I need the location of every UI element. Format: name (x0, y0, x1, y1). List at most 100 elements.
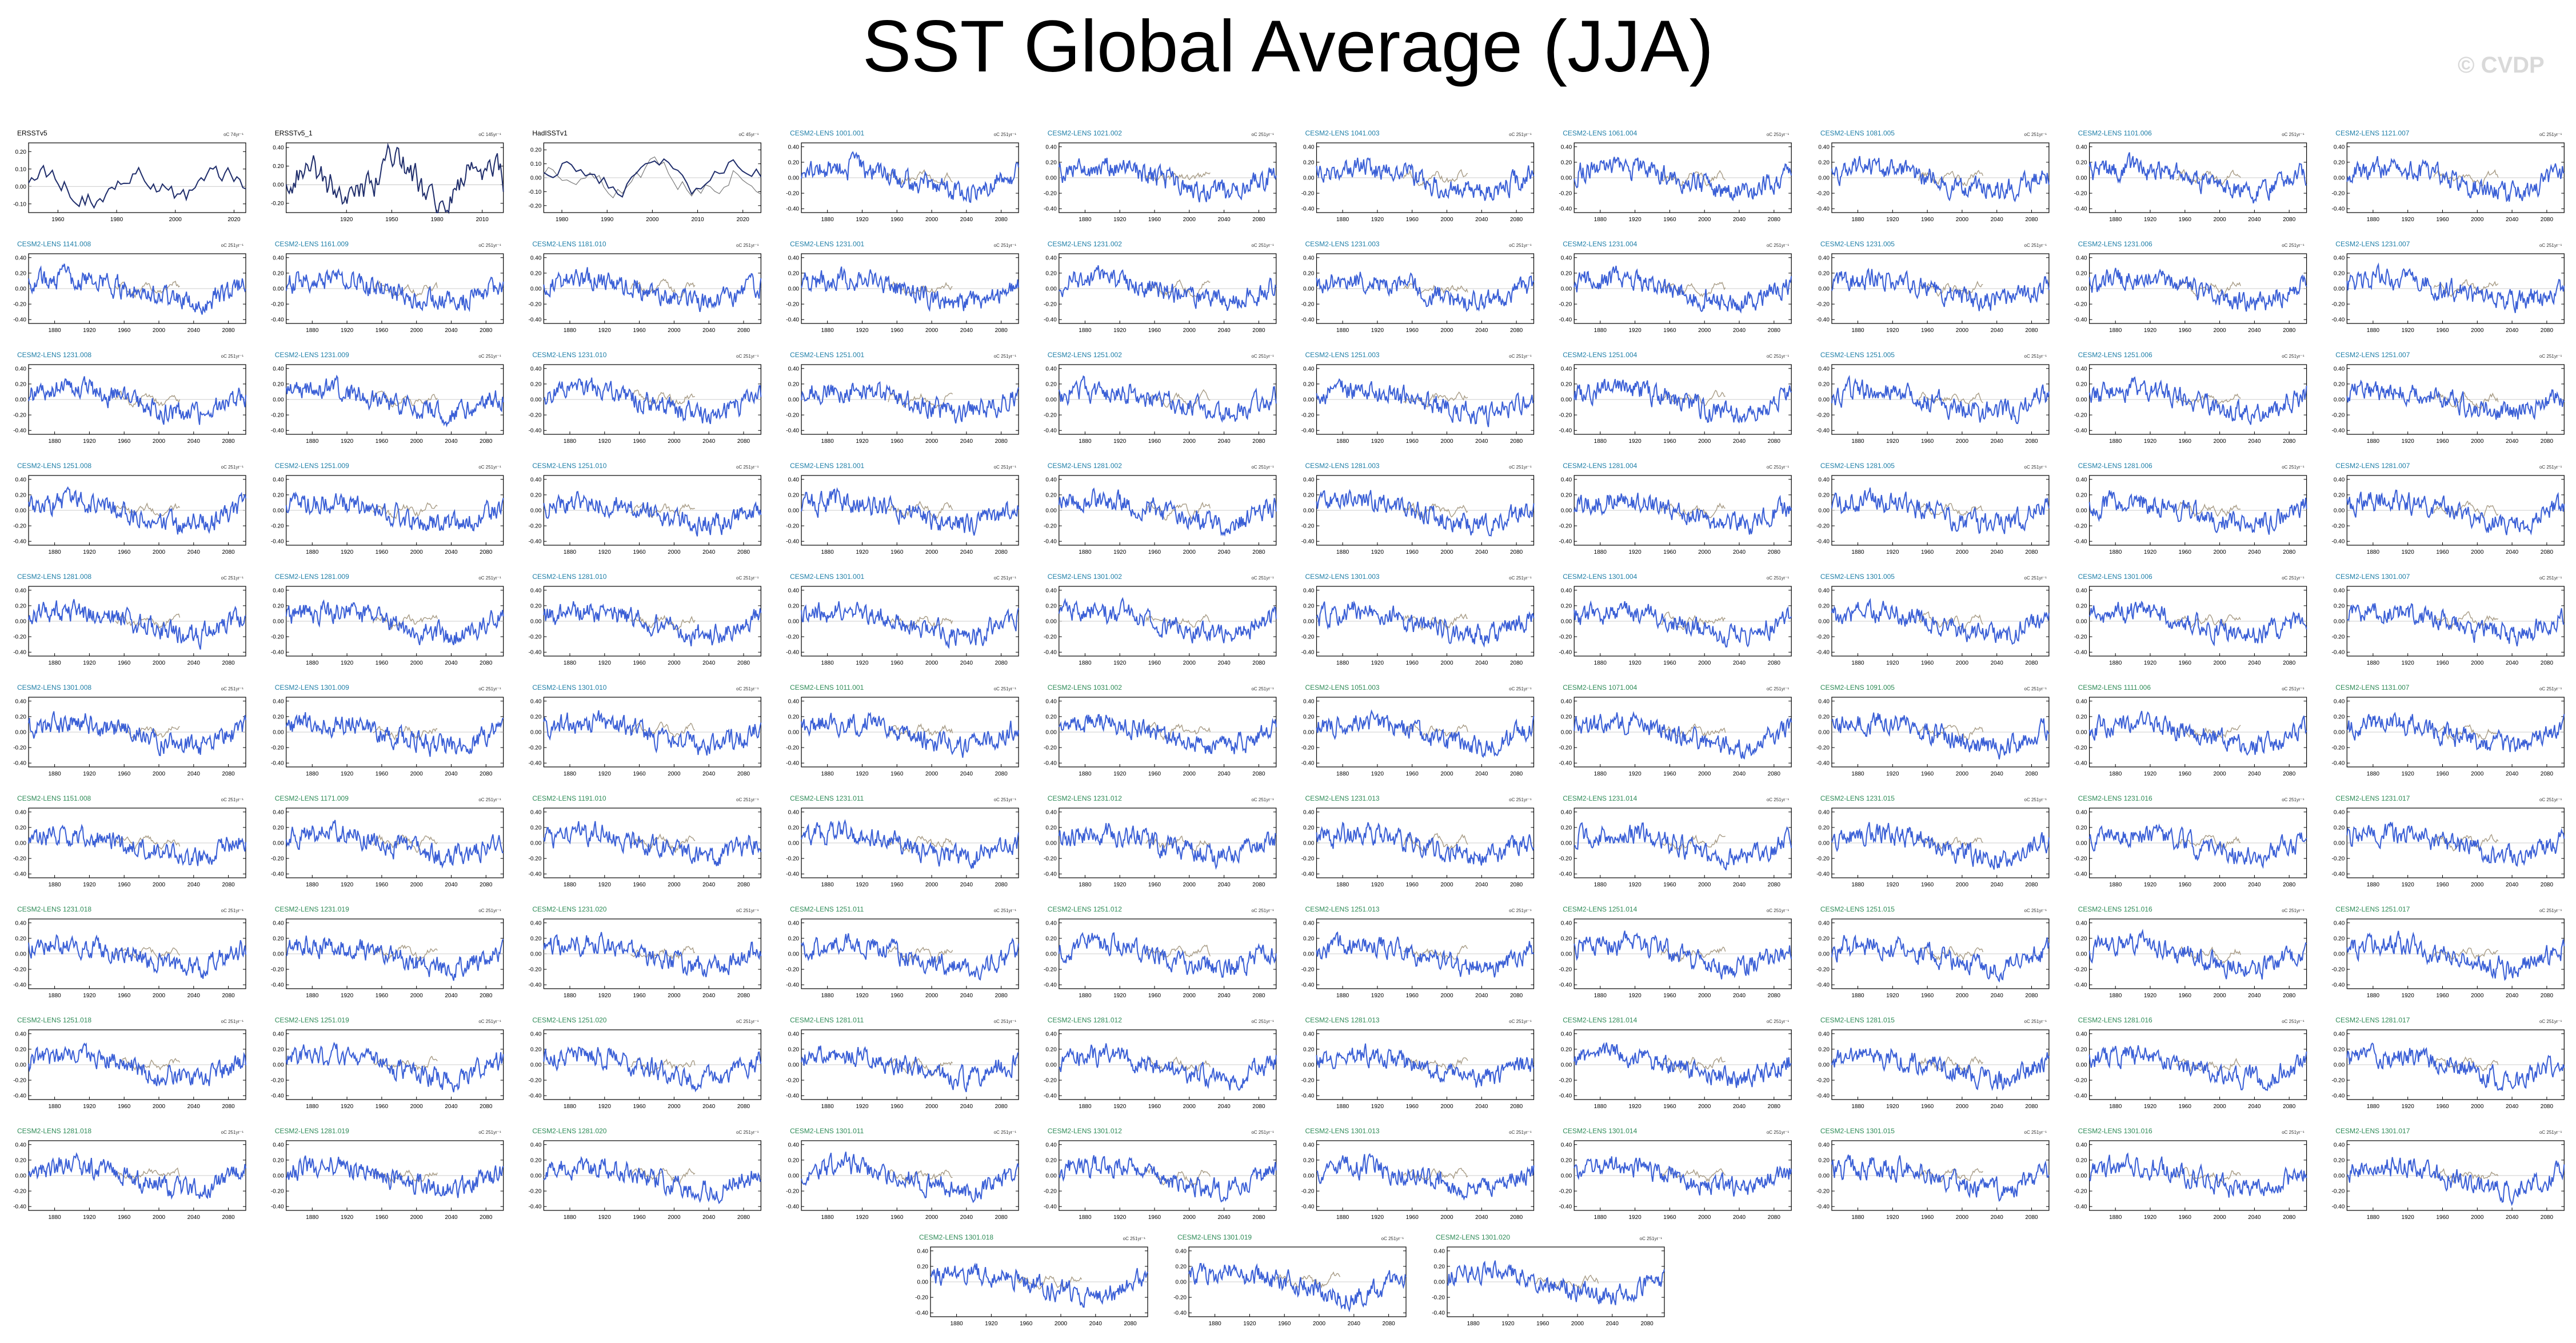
series-line (2088, 152, 2307, 203)
x-tick-label: 1880 (1079, 882, 1092, 888)
series-line (543, 267, 762, 312)
y-tick-label: -0.40 (915, 1310, 928, 1317)
y-tick-label: -0.40 (1559, 317, 1572, 323)
y-tick-label: 0.00 (2334, 286, 2345, 293)
panel-title: CESM2-LENS 1231.007 (2335, 240, 2410, 248)
x-tick-label: 1960 (1148, 438, 1161, 445)
y-tick-label: -0.40 (2332, 1093, 2345, 1100)
y-tick-label: 0.40 (1303, 587, 1315, 594)
x-tick-label: 1880 (2367, 327, 2380, 334)
panel-title: CESM2-LENS 1231.019 (275, 905, 349, 913)
obs-overlay-line (888, 1169, 953, 1185)
panel-units: oC 251yr⁻¹ (1767, 797, 1790, 802)
x-tick-label: 1920 (1628, 660, 1642, 666)
panel-units: oC 251yr⁻¹ (1509, 465, 1532, 470)
chart-panel: CESM2-LENS 1301.020 oC 251yr⁻¹0.400.200.0… (1432, 1233, 1665, 1327)
y-tick-label: 0.40 (1818, 920, 1830, 926)
chart-panel: CESM2-LENS 1251.014 oC 251yr⁻¹0.400.200.0… (1559, 905, 1792, 999)
x-tick-label: 1960 (1406, 1214, 1419, 1221)
x-tick-label: 1880 (2367, 1104, 2380, 1110)
x-tick-label: 1920 (856, 771, 869, 777)
y-tick-label: -0.40 (529, 761, 542, 767)
y-tick-label: 0.40 (1303, 809, 1315, 816)
x-tick-label: 1920 (1628, 217, 1642, 223)
x-tick-label: 2080 (222, 438, 235, 445)
panel-units: oC 251yr⁻¹ (1509, 354, 1532, 359)
chart-panel: CESM2-LENS 1231.010 oC 251yr⁻¹0.400.200.0… (529, 351, 762, 445)
x-tick-label: 2080 (1252, 217, 1265, 223)
panel-units: oC 251yr⁻¹ (994, 1130, 1017, 1135)
x-tick-label: 2000 (2213, 771, 2226, 777)
x-tick-label: 1880 (2367, 438, 2380, 445)
chart-panel: CESM2-LENS 1281.013 oC 251yr⁻¹0.400.200.0… (1301, 1016, 1535, 1110)
y-tick-label: 0.20 (788, 381, 800, 387)
y-tick-label: 0.20 (1045, 714, 1057, 720)
y-tick-label: -0.40 (271, 761, 284, 767)
x-tick-label: 1880 (821, 217, 834, 223)
panel-units: oC 251yr⁻¹ (736, 1019, 759, 1024)
x-tick-label: 1920 (2402, 882, 2415, 888)
x-tick-label: 1880 (821, 1214, 834, 1221)
y-tick-label: -0.40 (1559, 1093, 1572, 1100)
y-tick-label: 0.00 (1818, 1062, 1830, 1069)
panel-units: oC 74yr⁻¹ (223, 132, 243, 137)
x-tick-label: 1920 (83, 549, 96, 555)
y-tick-label: -0.20 (786, 302, 799, 308)
chart-panel: CESM2-LENS 1251.005 oC 251yr⁻¹0.400.200.0… (1816, 351, 2050, 445)
y-tick-label: 0.20 (1561, 714, 1572, 720)
x-tick-label: 2040 (1733, 438, 1746, 445)
chart-panel: CESM2-LENS 1051.003 oC 251yr⁻¹0.400.200.0… (1301, 684, 1535, 777)
x-tick-label: 2040 (702, 771, 716, 777)
series-line (1831, 1154, 2050, 1202)
y-tick-label: 0.40 (1818, 144, 1830, 150)
obs-overlay-line (115, 835, 181, 850)
x-tick-label: 2000 (153, 1104, 166, 1110)
y-tick-label: -0.40 (1559, 539, 1572, 545)
x-tick-label: 2080 (737, 771, 750, 777)
y-tick-label: -0.40 (1816, 1093, 1830, 1100)
x-tick-label: 2040 (960, 438, 973, 445)
x-tick-label: 1960 (1663, 217, 1676, 223)
panel-units: oC 251yr⁻¹ (2539, 243, 2562, 248)
x-tick-label: 1960 (1278, 1321, 1291, 1327)
x-tick-label: 1880 (821, 660, 834, 666)
y-tick-label: 0.00 (1303, 841, 1315, 847)
panel-units: oC 251yr⁻¹ (2024, 1019, 2047, 1024)
chart-panel: CESM2-LENS 1281.010 oC 251yr⁻¹0.400.200.0… (529, 573, 762, 666)
chart-panel: CESM2-LENS 1231.015 oC 251yr⁻¹0.400.200.0… (1816, 794, 2050, 888)
y-tick-label: -0.40 (13, 428, 26, 434)
y-tick-label: -0.40 (1301, 1204, 1315, 1210)
panel-title: CESM2-LENS 1251.005 (1820, 351, 1895, 359)
x-tick-label: 1920 (1628, 549, 1642, 555)
x-tick-label: 1980 (110, 217, 123, 223)
x-tick-label: 1920 (856, 660, 869, 666)
chart-panel: CESM2-LENS 1151.008 oC 251yr⁻¹0.400.200.0… (13, 794, 246, 888)
panel-units: oC 251yr⁻¹ (736, 797, 759, 802)
y-tick-label: 0.40 (788, 698, 800, 705)
y-tick-label: -0.20 (1816, 523, 1830, 530)
y-tick-label: -0.40 (786, 1204, 799, 1210)
y-tick-label: 0.20 (1303, 936, 1315, 942)
x-tick-label: 2000 (1183, 327, 1196, 334)
series-line (801, 151, 1020, 203)
chart-panel: CESM2-LENS 1251.010 oC 251yr⁻¹0.400.200.0… (529, 462, 762, 555)
y-tick-label: 0.20 (788, 825, 800, 831)
panel-title: CESM2-LENS 1231.016 (2078, 794, 2152, 802)
y-tick-label: -0.20 (529, 203, 542, 209)
x-tick-label: 2080 (1510, 549, 1523, 555)
y-tick-label: -0.40 (2074, 872, 2087, 878)
x-tick-label: 1960 (1148, 549, 1161, 555)
x-tick-label: 1960 (118, 327, 131, 334)
y-tick-label: 0.00 (2076, 286, 2087, 293)
panel-units: oC 251yr⁻¹ (1767, 243, 1790, 248)
x-tick-label: 1880 (48, 993, 61, 999)
panel-title: CESM2-LENS 1301.010 (532, 684, 606, 692)
y-tick-label: 0.40 (788, 920, 800, 926)
panel-title: CESM2-LENS 1281.001 (790, 462, 864, 470)
x-tick-label: 2040 (2248, 1214, 2261, 1221)
x-tick-label: 1880 (306, 549, 319, 555)
obs-overlay-line (1145, 1166, 1211, 1186)
y-tick-label: 0.40 (15, 698, 27, 705)
x-tick-label: 1960 (1148, 327, 1161, 334)
x-tick-label: 2000 (925, 438, 938, 445)
